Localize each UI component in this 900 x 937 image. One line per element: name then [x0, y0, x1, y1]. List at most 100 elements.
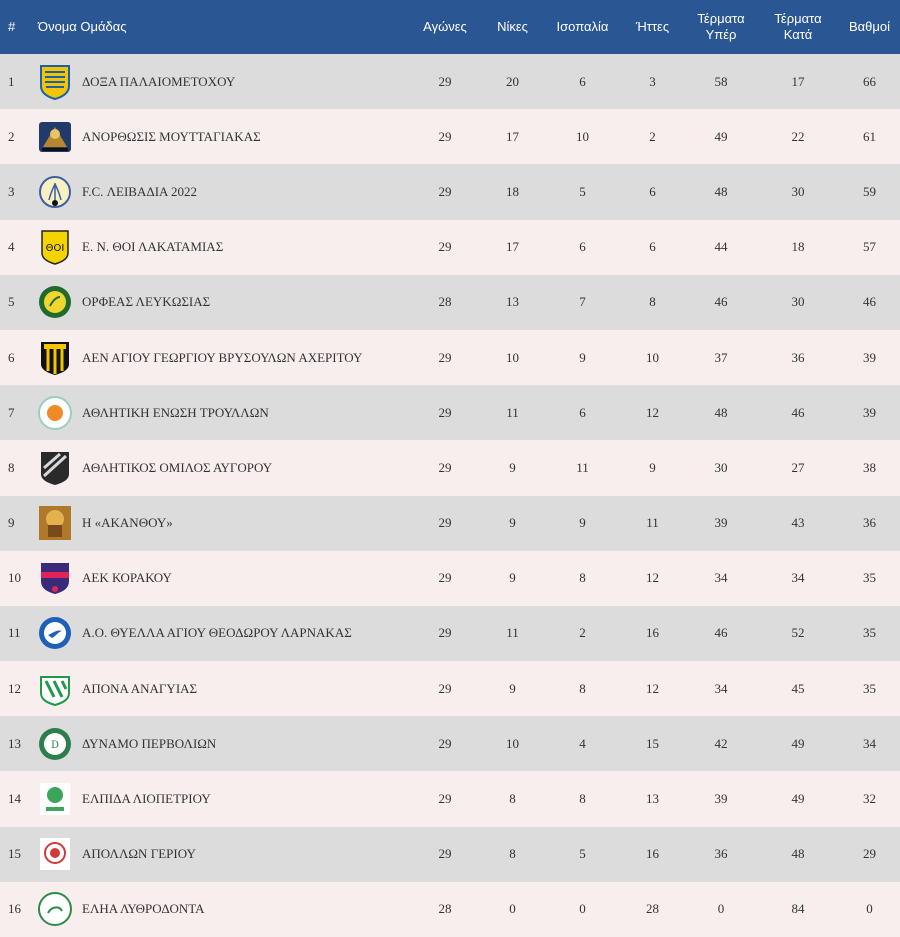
- cell-points: 39: [863, 349, 876, 365]
- table-row: 7 ΑΘΛΗΤΙΚΗ ΕΝΩΣΗ ΤΡΟΥΛΛΩΝ 29 11 6 12 48 46 39: [0, 385, 900, 441]
- cell-goals-against: 45: [791, 680, 805, 696]
- cell-team: Α.Ο. ΘΥΕΛΛΑ ΑΓΙΟΥ ΘΕΟΔΩΡΟΥ ΛΑΡΝΑΚΑΣ: [38, 606, 410, 661]
- cell-points: 34: [863, 735, 876, 751]
- cell-played: 29: [438, 183, 452, 199]
- cell-goals-against: 30: [791, 294, 805, 310]
- cell-losses: 15: [646, 735, 659, 751]
- cell-played: 28: [438, 294, 452, 310]
- cell-losses: 16: [646, 625, 659, 641]
- cell-wins: 9: [509, 570, 516, 586]
- team-name[interactable]: Η «ΑΚΑΝΘΟΥ»: [82, 515, 173, 531]
- header-points: Βαθμοί: [848, 19, 891, 34]
- cell-losses: 11: [646, 515, 659, 531]
- team-name[interactable]: ΑΠΟΛΛΩΝ ΓΕΡΙΟΥ: [82, 846, 196, 862]
- svg-text:ΘΟΙ: ΘΟΙ: [46, 243, 65, 254]
- team-name[interactable]: F.C. ΛΕΙΒΑΔΙΑ 2022: [82, 183, 197, 199]
- cell-position: 8: [8, 459, 15, 475]
- cell-losses: 3: [649, 73, 656, 89]
- team-name[interactable]: Α.Ο. ΘΥΕΛΛΑ ΑΓΙΟΥ ΘΕΟΔΩΡΟΥ ΛΑΡΝΑΚΑΣ: [82, 625, 352, 641]
- cell-goals-against: 34: [791, 570, 805, 586]
- cell-played: 29: [438, 128, 452, 144]
- cell-points: 61: [863, 128, 876, 144]
- akanthou-crest-icon: [38, 505, 72, 541]
- cell-team: ΟΡΦΕΑΣ ΛΕΥΚΩΣΙΑΣ: [38, 275, 410, 330]
- cell-played: 29: [438, 515, 452, 531]
- team-name[interactable]: ΔΟΞΑ ΠΑΛΑΙΟΜΕΤΟΧΟΥ: [82, 73, 236, 89]
- aen-crest-icon: [38, 340, 72, 376]
- cell-draws: 10: [576, 128, 589, 144]
- table-row: 15 ΑΠΟΛΛΩΝ ΓΕΡΙΟΥ 29 8 5 16 36 48 29: [0, 826, 900, 882]
- header-goals-against-line2: Κατά: [783, 27, 813, 42]
- team-name[interactable]: ΑΠΟΝΑ ΑΝΑΓΥΙΑΣ: [82, 680, 198, 696]
- cell-draws: 8: [579, 791, 586, 807]
- header-goals-for: Τέρματα Υπέρ: [685, 0, 757, 54]
- cell-draws: 6: [579, 404, 586, 420]
- header-draws: Ισοπαλία: [556, 19, 609, 34]
- table-row: 12 ΑΠΟΝΑ ΑΝΑΓΥΙΑΣ 29 9 8 12 34 45 35: [0, 661, 900, 717]
- team-name[interactable]: ΑΘΛΗΤΙΚΗ ΕΝΩΣΗ ΤΡΟΥΛΛΩΝ: [82, 404, 269, 420]
- cell-goals-for: 48: [714, 183, 728, 199]
- cell-team: ΔΟΞΑ ΠΑΛΑΙΟΜΕΤΟΧΟΥ: [38, 54, 410, 109]
- cell-losses: 12: [646, 404, 659, 420]
- cell-draws: 2: [579, 625, 586, 641]
- aek-korakou-crest-icon: [38, 560, 72, 596]
- table-row: 10 ΑΕΚ ΚΟΡΑΚΟΥ 29 9 8 12 34 34 35: [0, 550, 900, 606]
- team-name[interactable]: Ε. Ν. ΘΟΙ ΛΑΚΑΤΑΜΙΑΣ: [82, 239, 224, 255]
- team-name[interactable]: ΑΕΝ ΑΓΙΟΥ ΓΕΩΡΓΙΟΥ ΒΡΥΣΟΥΛΩΝ ΑΧΕΡΙΤΟΥ: [82, 349, 363, 365]
- cell-team: ΑΠΟΛΛΩΝ ΓΕΡΙΟΥ: [38, 827, 410, 882]
- cell-wins: 11: [506, 625, 519, 641]
- table-row: 9 Η «ΑΚΑΝΘΟΥ» 29 9 9 11 39 43 36: [0, 495, 900, 551]
- cell-played: 29: [438, 846, 452, 862]
- cell-wins: 13: [506, 294, 519, 310]
- table-row: 16 ΕΛΗΑ ΛΥΘΡΟΔΟΝΤΑ 28 0 0 28 0 84 0: [0, 881, 900, 937]
- header-losses: Ήττες: [635, 19, 670, 34]
- cell-position: 5: [8, 294, 15, 310]
- table-row: 1 ΔΟΞΑ ΠΑΛΑΙΟΜΕΤΟΧΟΥ 29 20 6 3 58 17 66: [0, 54, 900, 110]
- header-goals-for-line2: Υπέρ: [705, 27, 737, 42]
- cell-losses: 28: [646, 901, 659, 917]
- cell-points: 35: [863, 680, 876, 696]
- cell-goals-against: 43: [791, 515, 805, 531]
- cell-wins: 0: [509, 901, 516, 917]
- cell-position: 9: [8, 515, 15, 531]
- cell-draws: 5: [579, 183, 586, 199]
- team-name[interactable]: ΕΛΗΑ ΛΥΘΡΟΔΟΝΤΑ: [82, 901, 205, 917]
- cell-goals-for: 48: [714, 404, 728, 420]
- cell-goals-for: 34: [714, 680, 728, 696]
- cell-points: 39: [863, 404, 876, 420]
- cell-points: 32: [863, 791, 876, 807]
- cell-draws: 8: [579, 680, 586, 696]
- team-name[interactable]: ΑΕΚ ΚΟΡΑΚΟΥ: [82, 570, 172, 586]
- team-name[interactable]: ΑΝΟΡΘΩΣΙΣ ΜΟΥΤΤΑΓΙΑΚΑΣ: [82, 128, 261, 144]
- cell-points: 35: [863, 570, 876, 586]
- anorthosis-crest-icon: [38, 119, 72, 155]
- team-name[interactable]: ΕΛΠΙΔΑ ΛΙΟΠΕΤΡΙΟΥ: [82, 791, 211, 807]
- cell-played: 29: [438, 239, 452, 255]
- cell-played: 29: [438, 570, 452, 586]
- cell-position: 15: [8, 846, 21, 862]
- team-name[interactable]: ΔΥΝΑΜΟ ΠΕΡΒΟΛΙΩΝ: [82, 735, 217, 751]
- cell-points: 57: [863, 239, 876, 255]
- cell-position: 13: [8, 735, 21, 751]
- cell-team: F.C. ΛΕΙΒΑΔΙΑ 2022: [38, 164, 410, 219]
- header-team-name: Όνομα Ομάδας: [38, 19, 127, 34]
- cell-wins: 10: [506, 735, 519, 751]
- cell-losses: 6: [649, 183, 656, 199]
- cell-wins: 9: [509, 515, 516, 531]
- cell-draws: 9: [579, 349, 586, 365]
- cell-goals-for: 0: [717, 901, 725, 917]
- cell-points: 0: [866, 901, 873, 917]
- cell-losses: 2: [649, 128, 656, 144]
- livadia-crest-icon: [38, 174, 72, 210]
- cell-played: 29: [438, 680, 452, 696]
- cell-goals-against: 22: [791, 128, 805, 144]
- cell-goals-for: 39: [714, 515, 728, 531]
- cell-position: 6: [8, 349, 15, 365]
- cell-played: 29: [438, 404, 452, 420]
- cell-position: 4: [8, 239, 15, 255]
- cell-draws: 6: [579, 239, 586, 255]
- team-name[interactable]: ΟΡΦΕΑΣ ΛΕΥΚΩΣΙΑΣ: [82, 294, 211, 310]
- team-name[interactable]: ΑΘΛΗΤΙΚΟΣ ΟΜΙΛΟΣ ΑΥΓΟΡΟΥ: [82, 459, 273, 475]
- cell-played: 29: [438, 735, 452, 751]
- cell-losses: 6: [649, 239, 656, 255]
